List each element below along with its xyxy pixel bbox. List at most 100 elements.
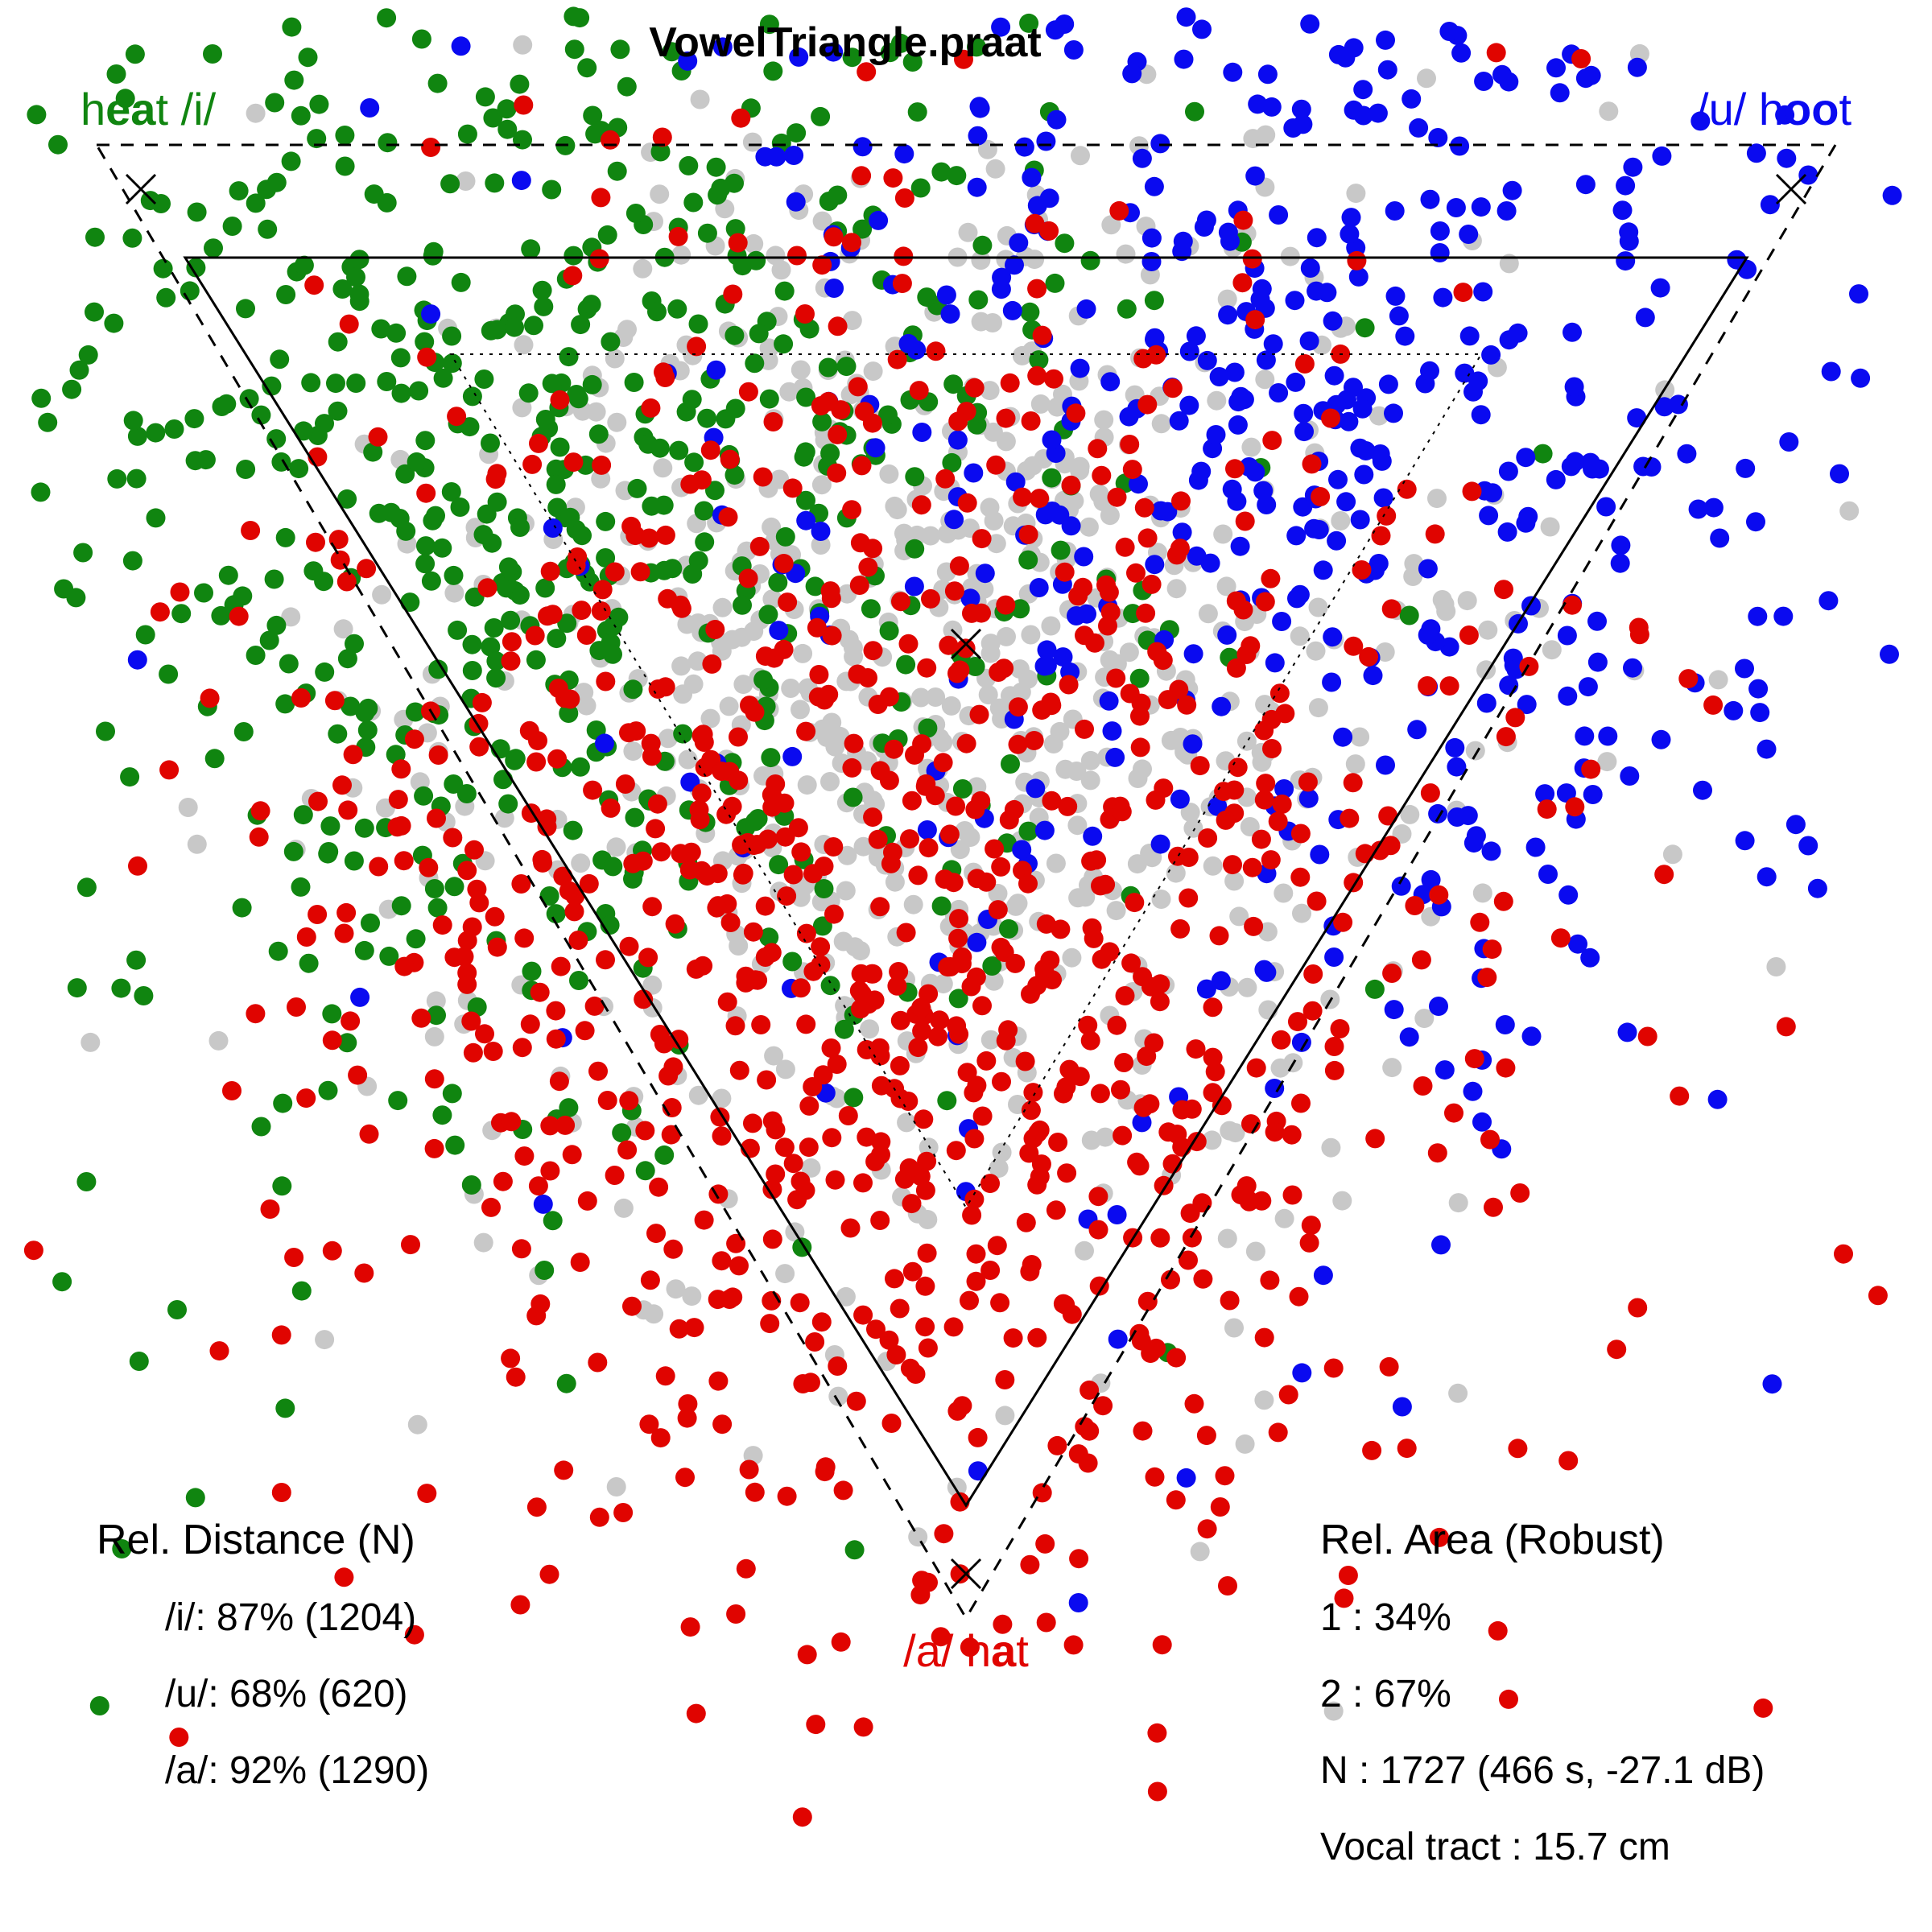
data-point-red	[1397, 480, 1417, 499]
data-point-green	[400, 592, 419, 612]
data-point-blue	[1272, 612, 1291, 631]
data-point-blue	[1558, 687, 1577, 706]
data-point-green	[972, 236, 992, 255]
data-point-grey	[836, 881, 856, 901]
data-point-green	[1117, 299, 1137, 319]
data-point-blue	[1562, 456, 1581, 476]
data-point-green	[246, 646, 266, 665]
data-point-red	[1080, 1422, 1099, 1441]
data-point-green	[1018, 551, 1038, 570]
data-point-red	[744, 923, 763, 942]
data-point-red	[847, 1392, 866, 1411]
data-point-blue	[1473, 283, 1492, 302]
data-point-red	[622, 1297, 642, 1316]
data-point-red	[1150, 1228, 1170, 1248]
data-point-red	[796, 1181, 815, 1200]
data-point-blue	[1342, 208, 1361, 227]
data-point-blue	[1402, 89, 1421, 109]
data-point-grey	[1473, 883, 1492, 902]
data-point-red	[729, 728, 748, 747]
data-point-red	[506, 1368, 526, 1387]
data-point-red	[389, 790, 408, 809]
data-point-red	[391, 759, 411, 778]
data-point-blue	[1883, 186, 1902, 205]
data-point-red	[1638, 1027, 1657, 1046]
data-point-red	[705, 620, 724, 639]
data-point-red	[1352, 560, 1372, 580]
data-point-green	[819, 358, 838, 378]
data-point-green	[184, 409, 204, 428]
data-point-blue	[1652, 730, 1671, 749]
data-point-red	[405, 729, 424, 749]
data-point-grey	[633, 259, 652, 279]
data-point-red	[701, 440, 720, 460]
data-point-blue	[1100, 372, 1120, 391]
data-point-green	[917, 287, 936, 307]
data-point-red	[1244, 917, 1263, 936]
data-point-red	[1107, 1016, 1126, 1035]
data-point-blue	[1301, 258, 1320, 278]
data-point-red	[528, 731, 547, 750]
data-point-green	[415, 554, 435, 573]
data-point-red	[578, 1191, 597, 1211]
data-point-red	[613, 1503, 633, 1522]
data-point-green	[905, 467, 924, 486]
data-point-blue	[1499, 462, 1518, 481]
data-point-red	[915, 1317, 935, 1336]
data-point-green	[1042, 469, 1061, 488]
data-point-red	[577, 625, 597, 645]
data-point-red	[729, 233, 748, 253]
data-point-blue	[1651, 279, 1670, 298]
data-point-green	[610, 39, 630, 59]
data-point-blue	[1538, 865, 1558, 884]
data-point-green	[127, 469, 147, 489]
data-point-red	[1210, 926, 1229, 945]
data-point-grey	[246, 104, 266, 123]
data-point-green	[547, 904, 566, 923]
data-point-red	[457, 975, 477, 994]
data-point-red	[889, 962, 908, 981]
data-point-blue	[1307, 282, 1326, 301]
data-point-grey	[1839, 502, 1859, 521]
data-point-red	[1581, 760, 1600, 779]
data-point-red	[702, 654, 721, 674]
data-point-red	[1444, 1104, 1463, 1123]
data-point-red	[1777, 1017, 1796, 1036]
data-point-blue	[1050, 506, 1069, 525]
data-point-green	[1145, 291, 1164, 310]
data-point-red	[1488, 1621, 1508, 1641]
data-point-blue	[1353, 80, 1373, 99]
data-point-red	[1172, 1137, 1191, 1157]
data-point-blue	[1710, 529, 1729, 548]
data-point-blue	[1304, 519, 1323, 539]
data-point-green	[68, 978, 87, 997]
data-point-blue	[1389, 306, 1409, 325]
data-point-blue	[1374, 489, 1393, 508]
stats-right-header: Rel. Area (Robust)	[1320, 1517, 1665, 1563]
data-point-grey	[775, 1264, 795, 1283]
data-point-grey	[844, 647, 863, 667]
data-point-green	[223, 217, 242, 236]
data-point-red	[1269, 1422, 1288, 1442]
data-point-green	[601, 332, 620, 352]
data-point-red	[1203, 997, 1223, 1017]
data-point-blue	[1142, 252, 1162, 271]
data-point-green	[968, 291, 988, 310]
data-point-blue	[1265, 653, 1285, 672]
data-point-green	[543, 374, 562, 393]
data-point-blue	[1376, 31, 1395, 50]
data-point-green	[551, 438, 570, 457]
data-point-blue	[1550, 83, 1570, 102]
data-point-red	[1171, 491, 1191, 510]
data-point-blue	[1040, 188, 1059, 208]
data-point-red	[1083, 919, 1102, 938]
data-point-grey	[864, 361, 883, 381]
data-point-red	[443, 828, 462, 848]
data-point-red	[1121, 953, 1141, 972]
data-point-green	[683, 390, 702, 409]
data-point-red	[1236, 512, 1255, 531]
data-point-green	[70, 361, 89, 380]
data-point-red	[1035, 1534, 1055, 1554]
data-point-grey	[729, 936, 748, 956]
data-point-green	[821, 976, 840, 995]
